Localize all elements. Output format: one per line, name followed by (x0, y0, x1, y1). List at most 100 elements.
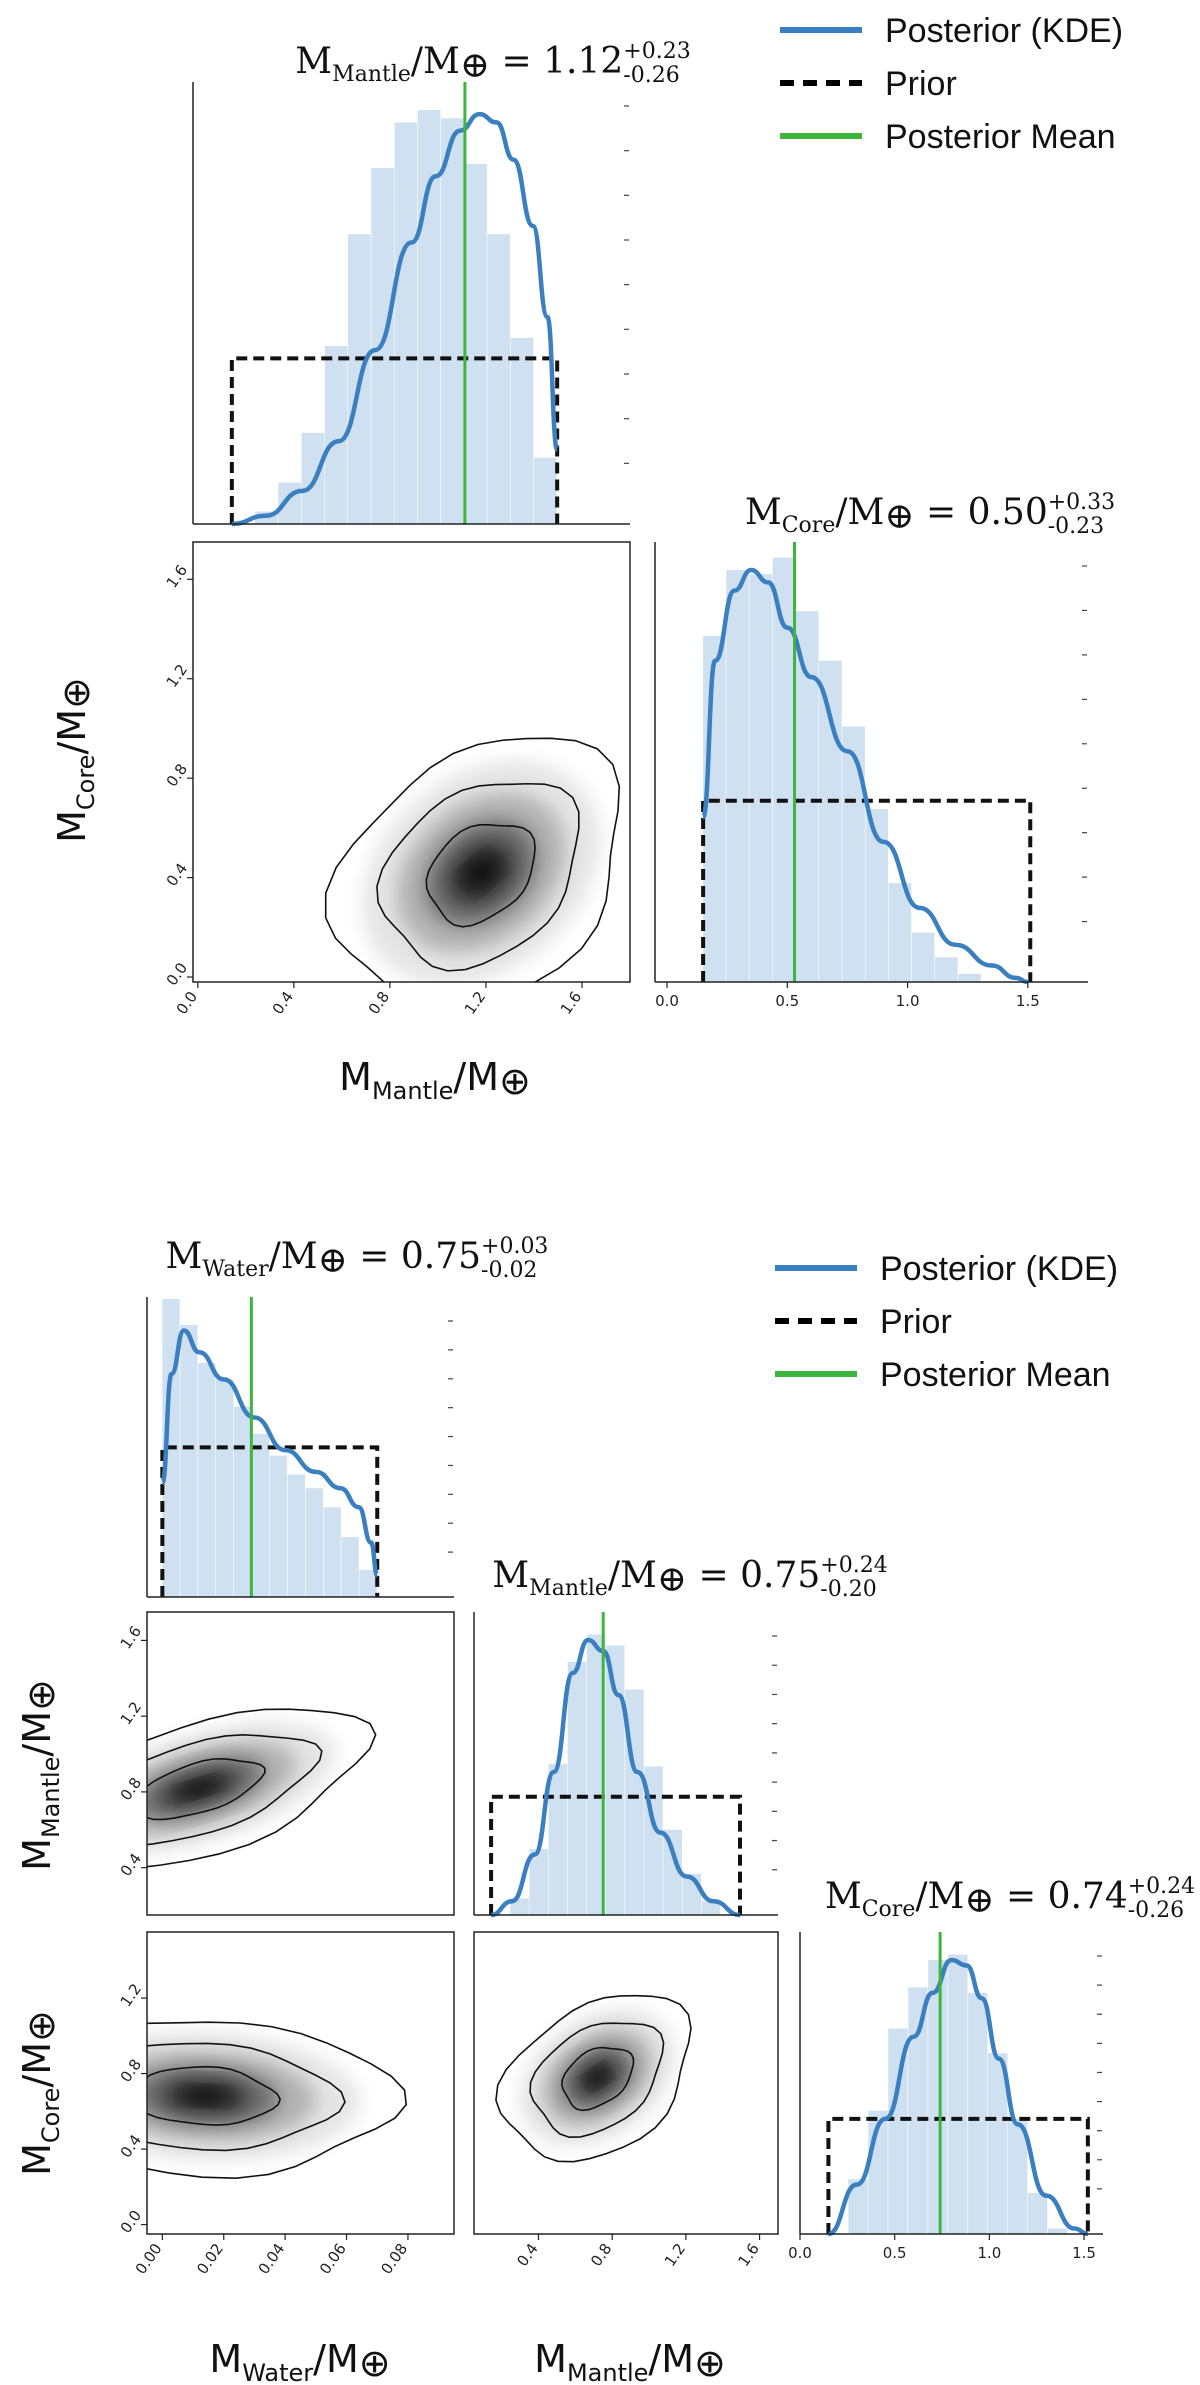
joint-panel: 0.4 0.8 1.2 1.6 (473, 1931, 779, 2270)
joint-density (324, 737, 621, 982)
y-axis-label: MCore/M⊕ (50, 677, 100, 843)
x-tick-label: 1.0 (977, 2244, 1001, 2262)
contour-line (147, 1758, 266, 1821)
y-tick-label: 0.8 (163, 760, 191, 790)
histogram-bar (888, 2028, 908, 2234)
panel-title: MCore/M⊕ = 0.74+0.24 (825, 1874, 1195, 1922)
diagonal-panel (146, 1297, 454, 1598)
histogram-bar (988, 2053, 1008, 2234)
histogram-bar (1047, 2228, 1068, 2234)
histogram-bar (701, 1901, 721, 1915)
legend: Posterior (KDE) Prior Posterior Mean (780, 12, 1123, 156)
panel-title-minus: -0.26 (623, 63, 679, 88)
joint-frame (146, 1931, 455, 2235)
histogram-bar (487, 234, 511, 524)
x-tick-label: 0.0 (788, 2244, 812, 2262)
legend-entry-label: Posterior (KDE) (880, 1250, 1118, 1288)
histogram-bar (1008, 2118, 1028, 2234)
panel-title: MMantle/M⊕ = 1.12+0.23 (295, 39, 690, 87)
joint-frame (473, 1931, 779, 2235)
legend-entry-label: Prior (885, 65, 957, 103)
x-tick-label: 1.0 (896, 992, 920, 1010)
histogram-bar (772, 557, 796, 982)
joint-frame (146, 1611, 455, 1916)
histogram-bar (935, 957, 958, 982)
y-tick-label: 0.0 (163, 959, 191, 989)
histogram-bar (548, 1763, 568, 1915)
joint-panel: 0.0 0.4 0.8 1.2 1.6 0.0 0.4 0.8 1.2 1.6 (163, 541, 631, 1018)
diagonal-panel: 0.0 0.5 1.0 1.5 (788, 1932, 1103, 2262)
histogram-bar (216, 1379, 234, 1597)
histogram-bar (305, 1488, 323, 1597)
histogram-bar (795, 611, 819, 982)
x-tick-label: 1.2 (661, 2240, 689, 2270)
x-tick-label: 1.2 (461, 988, 489, 1018)
joint-density (147, 2021, 408, 2179)
x-tick-label: 1.5 (1072, 2244, 1096, 2262)
density-layer (179, 1778, 219, 1798)
histogram-bar (269, 1455, 288, 1597)
histogram-bar (301, 432, 325, 524)
histogram-bar (958, 973, 981, 982)
histogram-bar (749, 574, 773, 982)
x-axis-label: MMantle/M⊕ (339, 1055, 531, 1105)
panel-title-minus: -0.26 (1128, 1898, 1184, 1923)
diagonal-panel (473, 1612, 778, 1918)
y-tick-label: 0.4 (163, 860, 191, 890)
joint-density (495, 1994, 692, 2163)
histogram-bar (533, 457, 557, 524)
x-axis-label: MWater/M⊕ (209, 2337, 390, 2385)
legend-entry-label: Prior (880, 1303, 952, 1341)
prior-box (229, 356, 560, 524)
x-tick-label: 1.6 (734, 2240, 762, 2270)
histogram-bar (908, 1987, 928, 2234)
kde-curve (827, 1957, 1089, 2237)
histogram-bar (417, 110, 441, 524)
legend-entry-label: Posterior Mean (885, 118, 1116, 156)
y-tick-label: 0.8 (117, 2056, 145, 2086)
contour-line (147, 2065, 282, 2126)
x-axis-label: MMantle/M⊕ (534, 2337, 726, 2385)
y-axis-label: MCore/M⊕ (15, 2010, 65, 2176)
histogram-bar (233, 1406, 252, 1597)
panel-title: MWater/M⊕ = 0.75+0.03 (166, 1234, 549, 1282)
contour-line (147, 1708, 377, 1871)
histogram-bar (865, 808, 889, 982)
legend: Posterior (KDE) Prior Posterior Mean (775, 1250, 1118, 1394)
histogram-bar (341, 1537, 359, 1597)
histogram-bar (567, 1662, 587, 1915)
prior-box (489, 1794, 742, 1915)
density-layer (586, 2067, 609, 2088)
y-tick-label: 0.0 (117, 2207, 145, 2237)
x-tick-label: 1.5 (1016, 992, 1040, 1010)
y-tick-label: 0.4 (117, 2131, 145, 2161)
x-tick-label: 0.00 (132, 2240, 166, 2278)
x-tick-label: 0.08 (377, 2240, 411, 2278)
histogram-bar (529, 1849, 548, 1915)
y-tick-label: 1.6 (117, 1623, 145, 1653)
contour-line (324, 737, 621, 982)
histogram-bar (510, 337, 534, 524)
panel-title-minus: -0.02 (481, 1258, 537, 1283)
histogram-bar (948, 1954, 968, 2234)
contour-line (147, 2021, 408, 2179)
x-tick-label: 0.0 (655, 992, 679, 1010)
histogram-bar (180, 1325, 198, 1597)
joint-density (147, 1708, 377, 1871)
histogram-bar (605, 1645, 625, 1915)
histogram-bar (726, 570, 749, 982)
y-tick-label: 0.8 (117, 1774, 145, 1804)
histogram-bar (848, 2179, 868, 2234)
histogram-bar (968, 1992, 988, 2234)
prior-box (826, 2116, 1090, 2234)
y-tick-label: 1.6 (163, 561, 191, 591)
panel-title-minus: -0.20 (820, 1577, 876, 1602)
panel-title-minus: -0.23 (1048, 514, 1104, 539)
x-tick-label: 0.8 (365, 988, 393, 1018)
histogram-bar (663, 1829, 682, 1915)
contour-line (147, 1734, 323, 1847)
y-tick-label: 1.2 (163, 661, 191, 691)
histogram-bar (586, 1634, 606, 1915)
histogram-bar (359, 1569, 377, 1597)
legend-entry-label: Posterior Mean (880, 1356, 1111, 1394)
